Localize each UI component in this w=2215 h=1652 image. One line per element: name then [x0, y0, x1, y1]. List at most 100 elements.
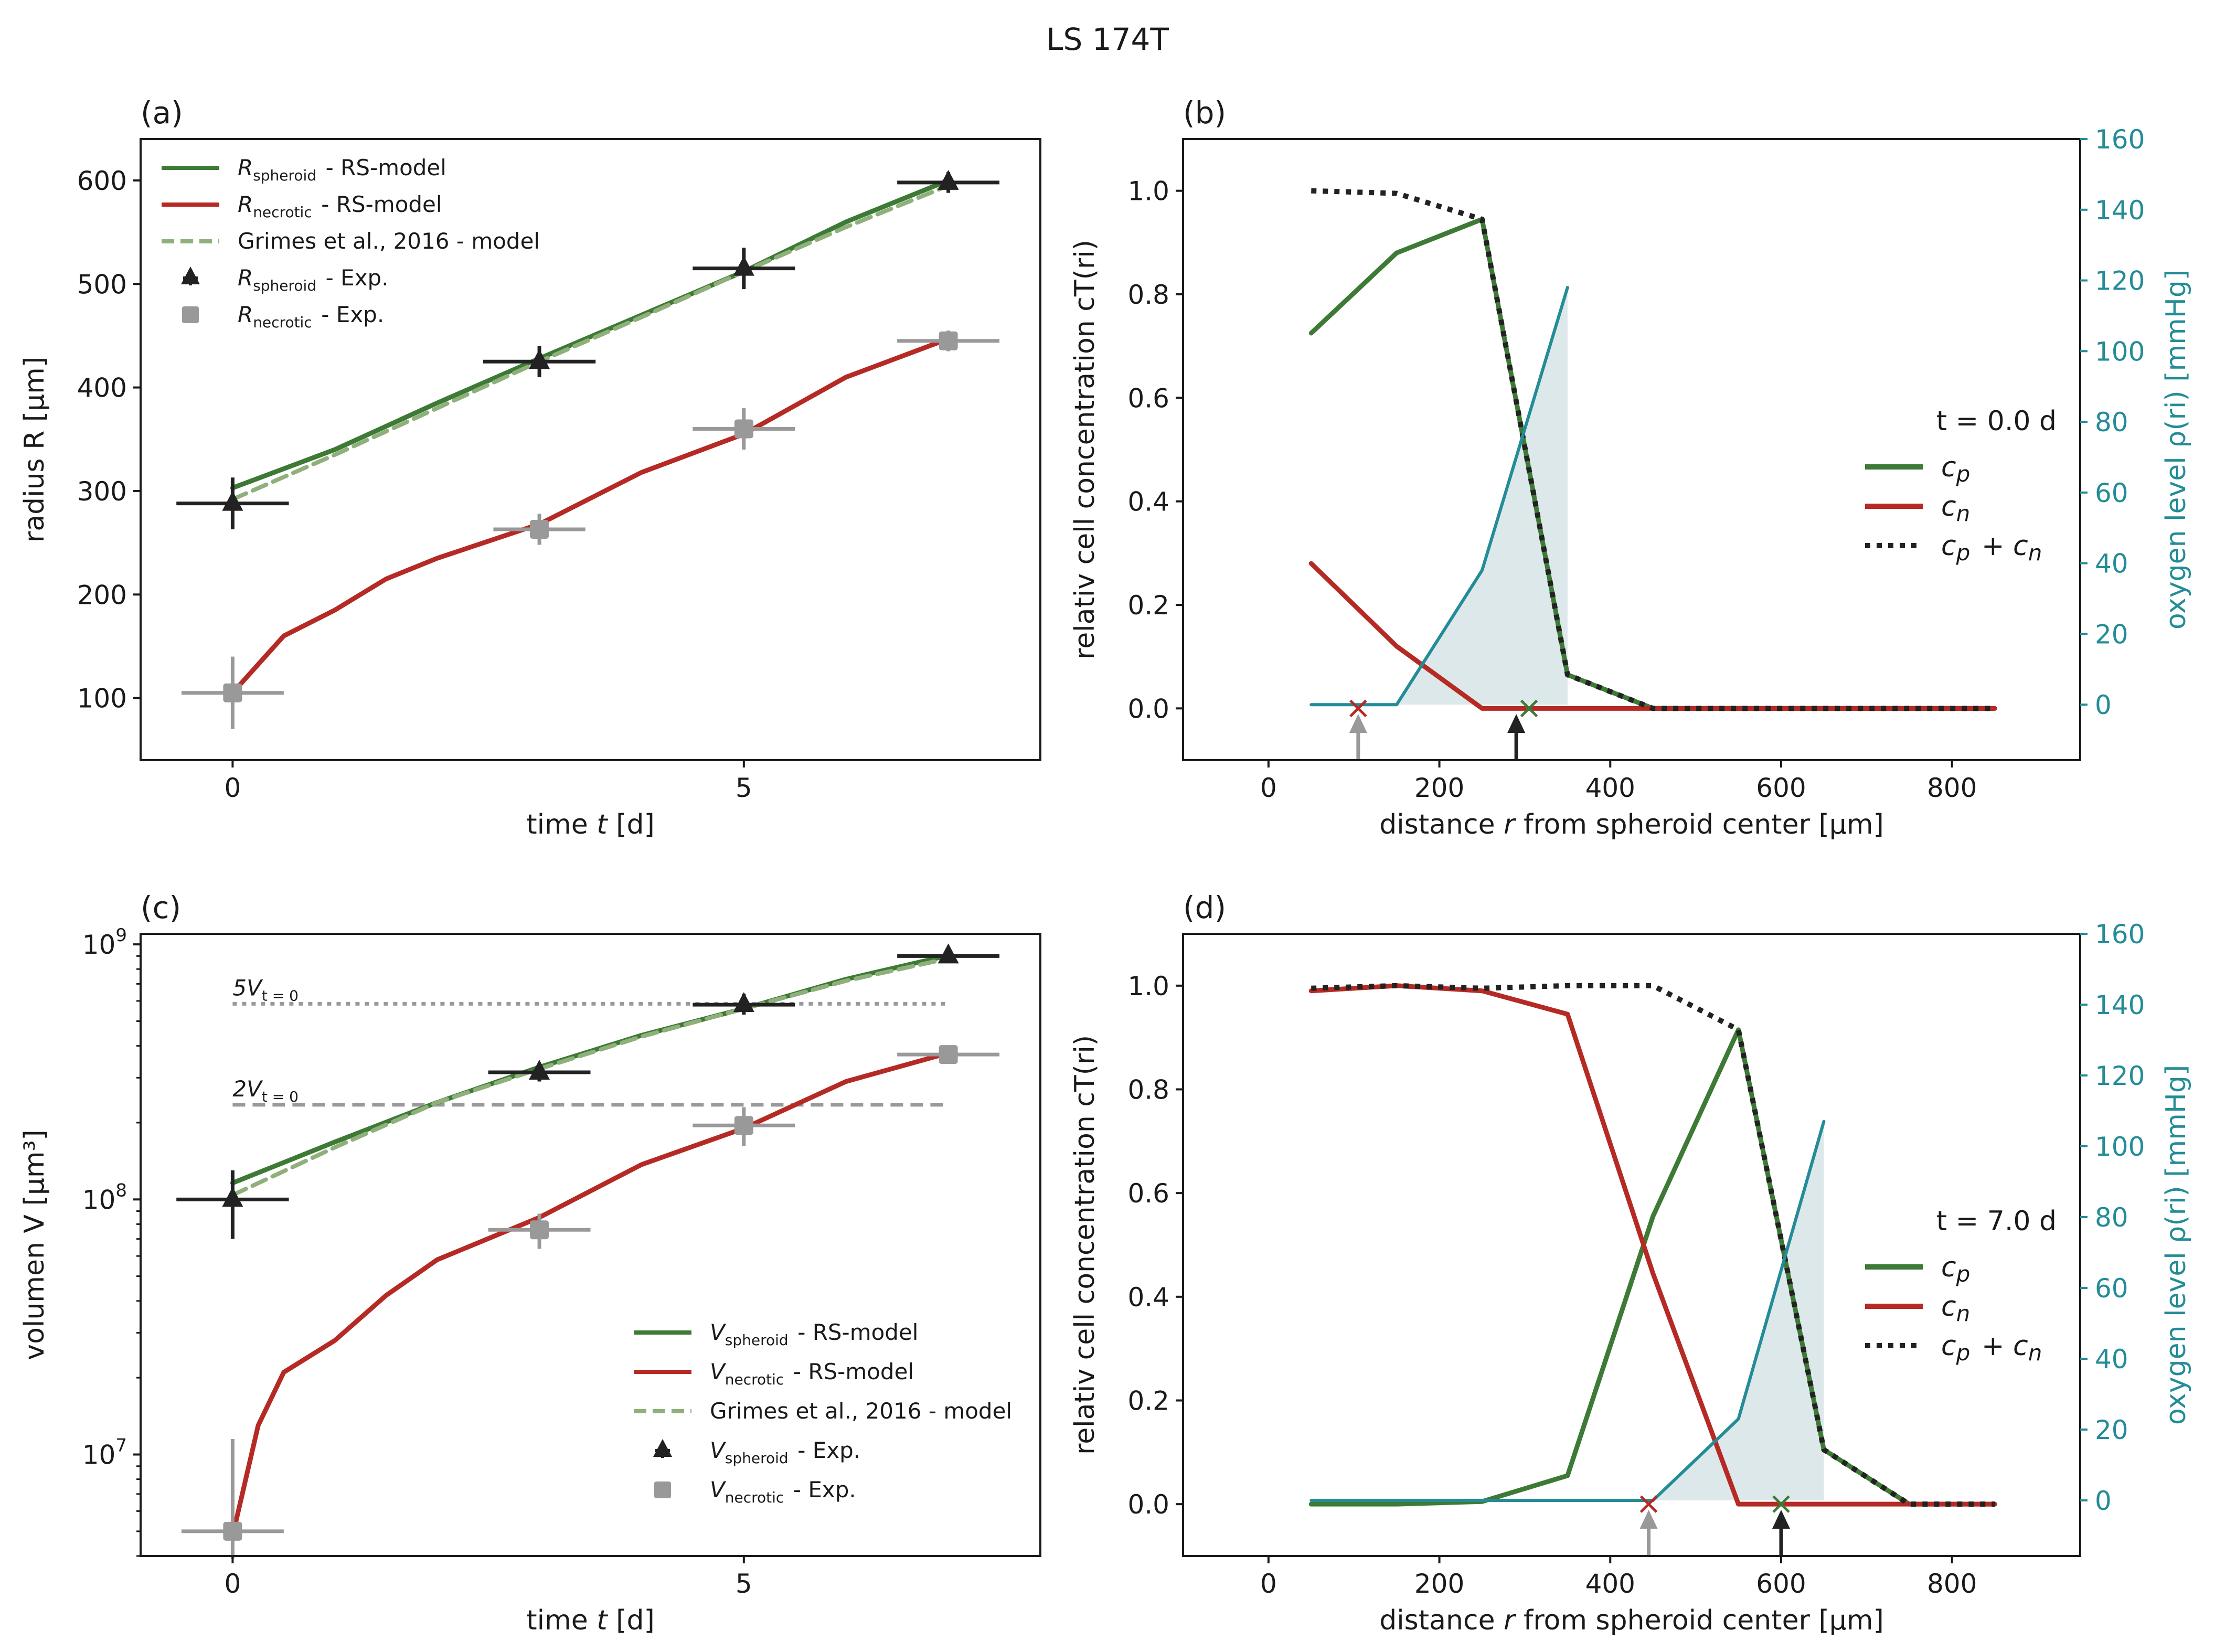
- y2-axis-label: oxygen level ρ(ri) [mmHg]: [2160, 270, 2192, 630]
- y2-tick-label: 100: [2095, 1132, 2145, 1162]
- y-tick-label: 0.4: [1127, 1282, 1169, 1313]
- text-part: t: [597, 809, 608, 840]
- data-point-square: [734, 1116, 753, 1135]
- y2-axis-label: oxygen level ρ(ri) [mmHg]: [2160, 1065, 2192, 1425]
- subscript: t = 0: [262, 1088, 299, 1105]
- text-part: - Exp.: [791, 1437, 860, 1463]
- tick-base: 10: [82, 1185, 116, 1215]
- text-part: - Exp.: [318, 265, 388, 291]
- text-part: from spheroid center [µm]: [1515, 809, 1883, 840]
- y2-tick-label: 40: [2095, 1344, 2128, 1374]
- data-point-square: [223, 683, 242, 702]
- data-point-triangle: [529, 1060, 550, 1080]
- y-tick-label: 1.0: [1127, 971, 1169, 1001]
- x-tick-label: 400: [1585, 773, 1635, 803]
- data-point-triangle: [222, 491, 243, 511]
- oxygen-shaded-area: [1311, 287, 1568, 705]
- legend-label: cp + cn: [1941, 530, 2045, 566]
- text-part: c: [1941, 491, 1956, 523]
- text-part: R: [238, 302, 253, 327]
- axes-frame: [1182, 933, 2081, 1557]
- series-line-grimes-et-al-2016-model: [230, 956, 951, 1198]
- y-axis-label: volumen V [µm³]: [19, 1129, 50, 1360]
- text-part: - RS-model: [786, 1359, 914, 1384]
- data-point-triangle: [529, 349, 550, 369]
- legend-label: cn: [1941, 491, 1973, 526]
- tick-exponent: 8: [115, 1180, 127, 1201]
- axes-frame: [1182, 138, 2081, 761]
- legend-label: Rnecrotic - Exp.: [238, 302, 384, 331]
- series-line-v-spheroid-rs-model: [230, 953, 951, 1186]
- legend-triangle-marker: [181, 267, 200, 284]
- subscript: p: [1956, 540, 1971, 566]
- spacer: [2042, 530, 2044, 562]
- threshold-cross-marker: [1639, 1495, 1658, 1513]
- y2-tick-label: 160: [2095, 919, 2145, 950]
- text-part: 5V: [232, 975, 263, 1000]
- arrow-head-icon: [1507, 714, 1526, 733]
- y-tick-label: 0.8: [1127, 1075, 1169, 1105]
- y-tick-label: 109: [82, 925, 127, 960]
- figure-title: LS 174T: [1046, 22, 1169, 57]
- series-line-c-p-c-n: [1311, 983, 1995, 1507]
- reference-line-label: 2Vt = 0: [232, 1076, 301, 1105]
- x-tick-label: 200: [1414, 1569, 1464, 1599]
- text-part: c: [2013, 530, 2028, 562]
- text-part: V: [710, 1359, 727, 1384]
- y-tick-label: 0.0: [1127, 1489, 1169, 1520]
- legend-label: cp + cn: [1941, 1330, 2045, 1366]
- subscript: p: [1956, 461, 1971, 487]
- x-axis-label: time t [d]: [526, 1605, 655, 1636]
- legend-label: Rspheroid - RS-model: [238, 155, 446, 184]
- text-part: Grimes et al., 2016 - model: [238, 228, 540, 254]
- y-tick-label: 400: [77, 373, 127, 403]
- x-tick-label: 600: [1756, 1569, 1806, 1599]
- y-tick-label: 0.8: [1127, 280, 1169, 310]
- legend-label: Grimes et al., 2016 - model: [710, 1398, 1012, 1424]
- text-part: distance: [1379, 1605, 1504, 1636]
- y-tick-label: 0.0: [1127, 694, 1169, 724]
- spacer: [2042, 1330, 2044, 1362]
- text-part: t: [597, 1605, 608, 1636]
- y-tick-label: 107: [82, 1435, 127, 1470]
- y-axis-label: relativ cell concentration cT(ri): [1069, 1035, 1101, 1455]
- text-part: distance: [1379, 809, 1504, 840]
- y-tick-label: 0.4: [1127, 487, 1169, 517]
- data-point-triangle: [222, 1187, 243, 1207]
- x-tick-label: 0: [1260, 773, 1277, 803]
- y2-tick-label: 20: [2095, 619, 2128, 649]
- y-tick-label: 1.0: [1127, 176, 1169, 207]
- text-part: R: [238, 265, 253, 291]
- spacer: [1970, 491, 1973, 523]
- y2-tick-label: 100: [2095, 336, 2145, 367]
- text-part: Grimes et al., 2016 - model: [710, 1398, 1012, 1424]
- series-line-r-necrotic-rs-model: [230, 336, 951, 696]
- arrow-head-icon: [1772, 1510, 1790, 1529]
- subscript: necrotic: [253, 204, 312, 221]
- y-tick-label: 300: [77, 476, 127, 507]
- series-line-c-n: [1308, 983, 1997, 1507]
- text-part: - Exp.: [786, 1477, 856, 1502]
- y2-tick-label: 120: [2095, 1061, 2145, 1091]
- subscript: necrotic: [725, 1489, 784, 1506]
- text-part: [d]: [608, 1605, 655, 1636]
- subscript: necrotic: [253, 314, 312, 331]
- axes-frame: [140, 933, 1041, 1557]
- x-axis-label: distance r from spheroid center [µm]: [1379, 1605, 1884, 1636]
- x-tick-label: 600: [1756, 773, 1806, 803]
- y2-tick-label: 160: [2095, 124, 2145, 155]
- y-tick-label: 0.2: [1127, 1386, 1169, 1416]
- spacer: [299, 975, 301, 1000]
- y2-tick-label: 60: [2095, 1273, 2128, 1304]
- text-part: - RS-model: [314, 191, 442, 217]
- legend-label: Vnecrotic - RS-model: [710, 1359, 914, 1388]
- subscript: t = 0: [262, 987, 299, 1004]
- axes-frame: [140, 138, 1041, 761]
- legend-square-marker: [182, 306, 199, 323]
- legend-label: Grimes et al., 2016 - model: [238, 228, 540, 254]
- series-line-grimes-et-al-2016-model: [230, 183, 951, 502]
- y2-tick-label: 40: [2095, 549, 2128, 579]
- y-tick-label: 100: [77, 684, 127, 714]
- data-point-square: [530, 519, 549, 539]
